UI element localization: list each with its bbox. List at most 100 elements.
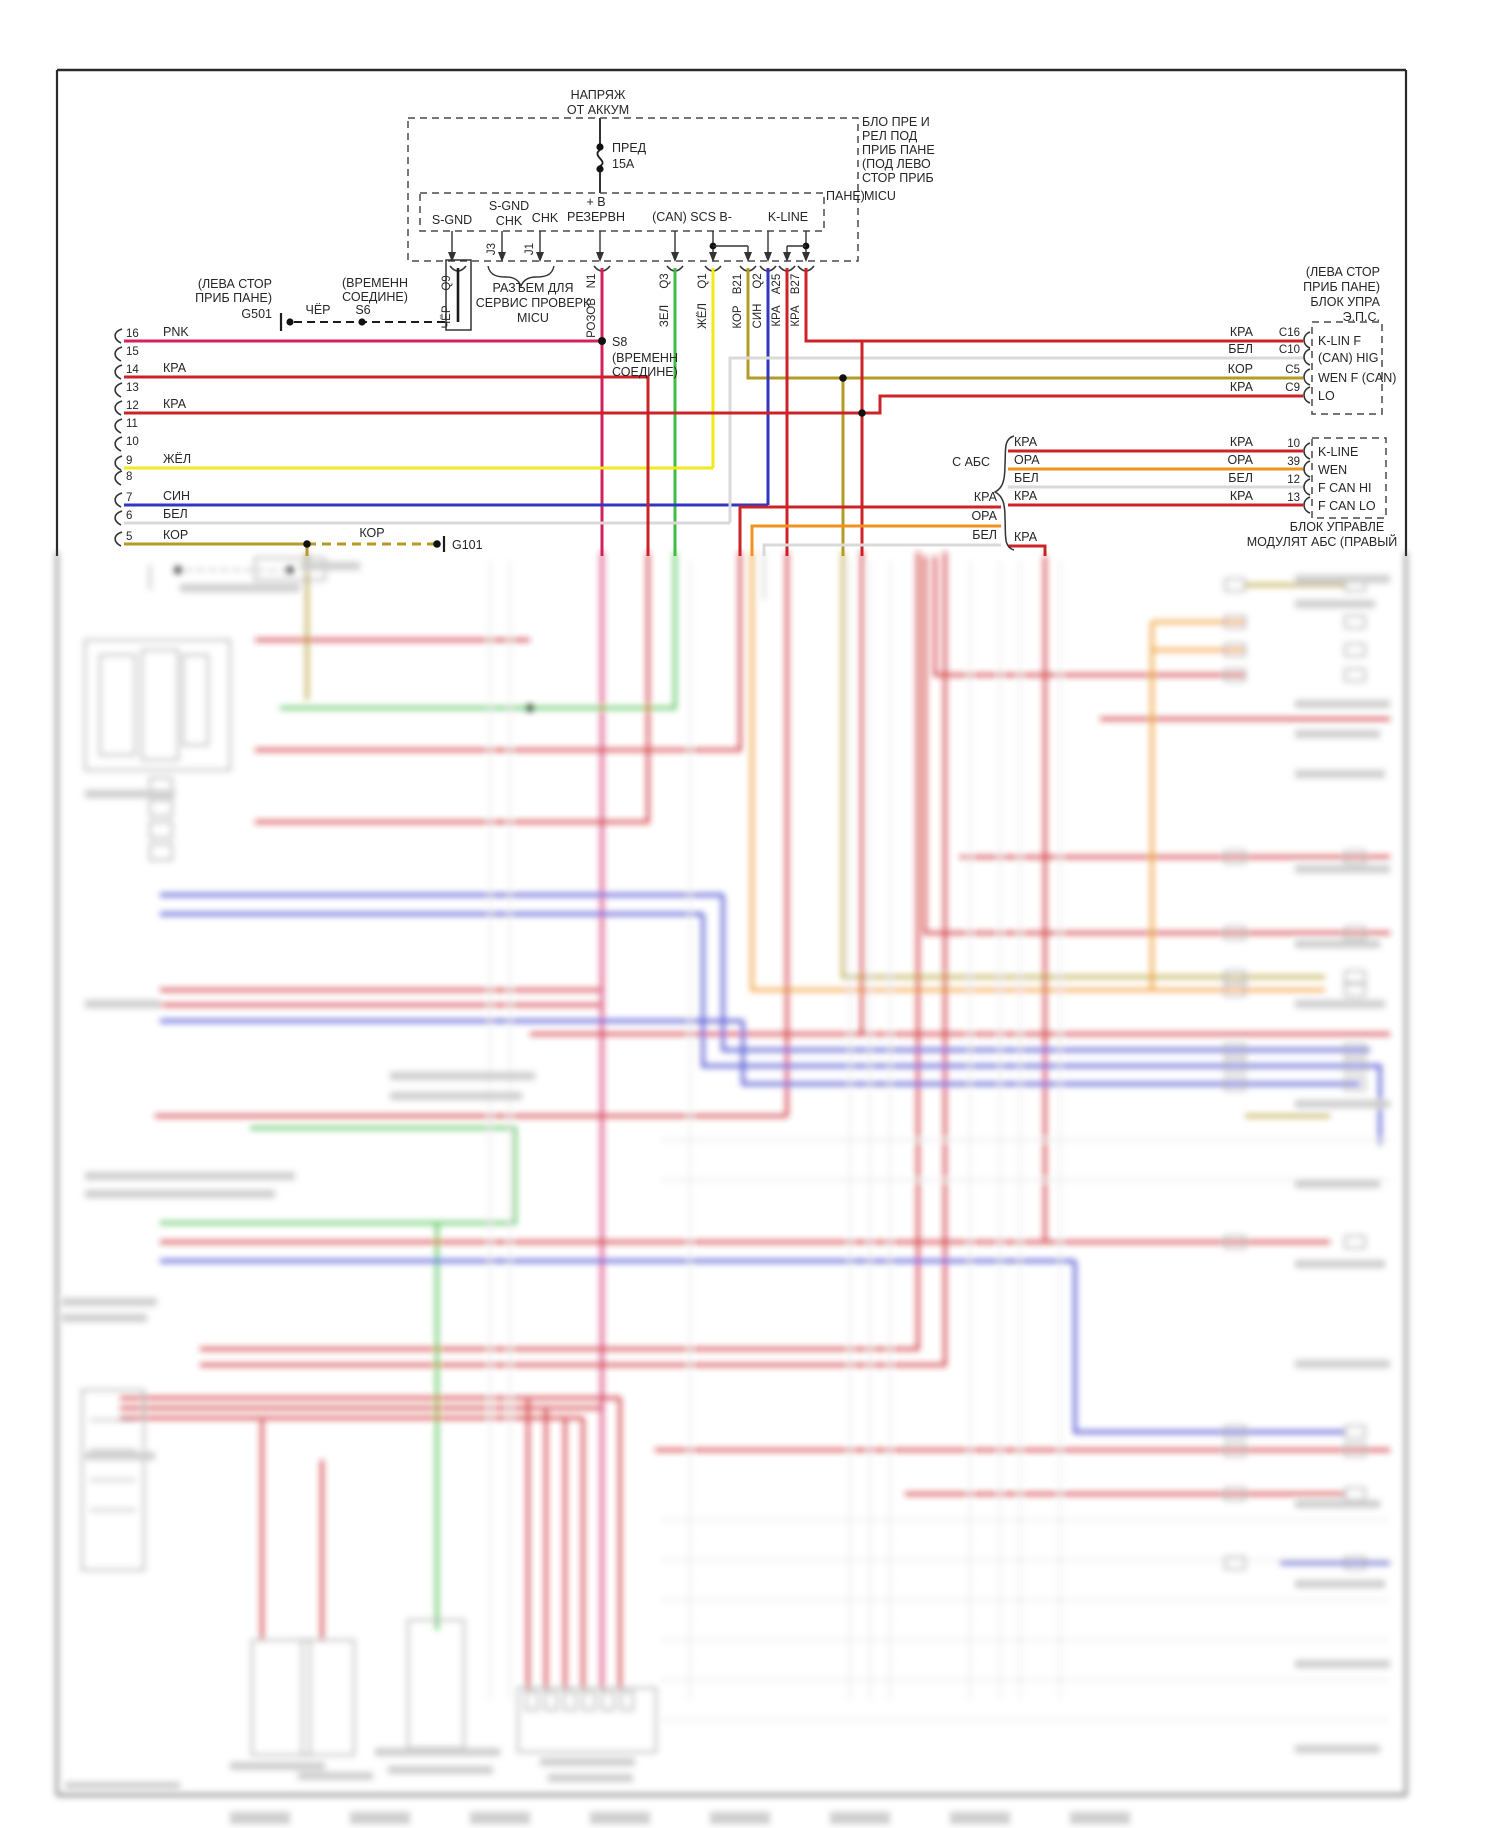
svg-text:(ЛЕВА СТОР: (ЛЕВА СТОР [198,277,272,291]
svg-text:+ В: + В [586,195,605,209]
fuse-name: ПРЕД [612,141,647,155]
svg-text:РОЗОВ: РОЗОВ [586,298,598,338]
svg-text:PNK: PNK [163,325,189,339]
svg-text:ЧЁР: ЧЁР [441,305,453,328]
svg-text:БЛО ПРЕ И: БЛО ПРЕ И [862,115,930,129]
brace-service-check [487,265,555,288]
svg-text:K-LIN F: K-LIN F [1318,334,1361,348]
svg-text:РАЗЪЕМ ДЛЯ: РАЗЪЕМ ДЛЯ [492,281,573,295]
svg-text:CHK: CHK [496,214,523,228]
svg-text:(ВРЕМЕНН: (ВРЕМЕНН [342,276,408,290]
svg-text:БЕЛ: БЕЛ [1228,471,1253,485]
svg-text:12: 12 [126,400,139,412]
svg-text:КРА: КРА [974,490,998,504]
svg-text:ПАНЕ): ПАНЕ) [826,189,865,203]
eps-block: (ЛЕВА СТОР ПРИБ ПАНЕ) БЛОК УПРА Э.П.С. C… [1228,265,1396,415]
svg-text:C9: C9 [1285,382,1300,394]
svg-text:КОР: КОР [1228,362,1253,376]
svg-text:(ВРЕМЕНН: (ВРЕМЕНН [612,351,678,365]
svg-text:A25: A25 [771,274,783,294]
svg-text:CHK: CHK [532,211,559,225]
svg-text:Q1: Q1 [697,273,709,288]
svg-text:КОР: КОР [163,528,188,542]
svg-text:C10: C10 [1279,344,1300,356]
svg-text:Q2: Q2 [752,273,764,288]
top-wire-labels: Q9 ЧЁР N1 РОЗОВ Q3 ЗЕЛ Q1 ЖЁЛ B21 КОР Q2… [441,273,802,338]
s6-label: S6 [355,303,370,317]
abs-block: С АБС КРА ОРА БЕЛ КРА ОРА БЕЛ КРА КРА КР… [952,435,1398,551]
svg-text:КРА: КРА [163,361,187,375]
svg-text:СИН: СИН [163,489,190,503]
brace-abs [993,435,1015,551]
pin-j3: J3 [486,243,498,255]
wires-sharp [124,268,1303,556]
svg-text:5: 5 [126,531,132,543]
svg-text:ЖЁЛ: ЖЁЛ [697,303,709,329]
svg-text:РЕЗЕРВН: РЕЗЕРВН [567,210,625,224]
wire-kor-b21 [746,268,1303,380]
svg-text:СИН: СИН [752,304,764,329]
svg-text:14: 14 [126,364,139,376]
wire-kra-b27 [804,268,1303,343]
svg-text:КРА: КРА [771,305,783,327]
with-abs-label: С АБС [952,455,990,469]
svg-text:Q9: Q9 [441,275,453,290]
svg-text:(CAN) HIG: (CAN) HIG [1318,351,1378,365]
svg-text:СОЕДИНЕ): СОЕДИНЕ) [612,365,678,379]
svg-text:K-LINE: K-LINE [1318,445,1358,459]
svg-text:КРА: КРА [1014,489,1038,503]
wire-kra-abs-extra [1008,544,1047,556]
micu-output-arrows: J3 J1 [448,231,810,288]
svg-text:12: 12 [1287,474,1300,486]
svg-text:(ПОД ЛЕВО: (ПОД ЛЕВО [862,157,931,171]
left-connector: 16 15 14 13 12 11 10 9 8 7 6 5 PNK КРА К… [114,325,191,547]
svg-text:15: 15 [126,346,139,358]
svg-text:ЖЁЛ: ЖЁЛ [163,452,191,466]
wire-kra-row14 [124,375,650,556]
svg-text:10: 10 [1287,438,1300,450]
junction-dots [303,337,866,548]
page-frame [55,68,1408,556]
svg-text:БЛОК УПРАВЛЕ: БЛОК УПРАВЛЕ [1290,520,1384,534]
svg-text:16: 16 [126,328,139,340]
s8-joint: S8 (ВРЕМЕНН СОЕДИНЕ) [612,335,678,379]
svg-text:ПРИБ ПАНЕ: ПРИБ ПАНЕ [862,143,935,157]
svg-text:WEN: WEN [1318,463,1347,477]
svg-text:(CAN) SCS B-: (CAN) SCS B- [652,210,732,224]
svg-text:B27: B27 [790,274,802,294]
wire-kra-abs-left [738,505,1001,556]
svg-text:ЗЕЛ: ЗЕЛ [659,305,671,327]
svg-text:10: 10 [126,436,139,448]
svg-text:ОТ АККУМ: ОТ АККУМ [567,103,629,117]
g101-label: G101 [452,538,483,552]
fuse-rating: 15A [612,157,635,171]
svg-text:ОРА: ОРА [971,509,997,523]
svg-text:MICU: MICU [517,311,549,325]
svg-text:N1: N1 [586,274,598,289]
svg-text:LO: LO [1318,389,1335,403]
svg-text:КРА: КРА [790,305,802,327]
svg-text:ЧЁР: ЧЁР [305,303,330,317]
svg-text:БЕЛ: БЕЛ [1014,471,1039,485]
svg-text:КРА: КРА [163,397,187,411]
micu-fusebox: БЛО ПРЕ И РЕЛ ПОД ПРИБ ПАНЕ (ПОД ЛЕВО СТ… [407,115,935,262]
svg-text:Э.П.С.: Э.П.С. [1343,310,1380,324]
fuse-icon [596,149,604,167]
svg-text:Q3: Q3 [659,273,671,288]
svg-text:БЕЛ: БЕЛ [163,507,188,521]
svg-text:ПРИБ ПАНЕ): ПРИБ ПАНЕ) [1303,280,1380,294]
svg-text:S-GND: S-GND [432,213,472,227]
g501-s6-jumper: (ЛЕВА СТОР ПРИБ ПАНЕ) G501 (ВРЕМЕНН СОЕД… [195,268,460,331]
svg-text:MICU: MICU [864,189,896,203]
svg-text:КРА: КРА [1230,435,1254,449]
svg-text:13: 13 [1287,492,1300,504]
svg-text:C16: C16 [1279,327,1300,339]
svg-text:S-GND: S-GND [489,199,529,213]
svg-text:6: 6 [126,510,132,522]
svg-text:КРА: КРА [1014,435,1038,449]
g101-ground: КОР G101 [359,526,483,552]
svg-text:КРА: КРА [1230,489,1254,503]
svg-text:БЕЛ: БЕЛ [972,528,997,542]
svg-text:МОДУЛЯТ АБС (ПРАВЫЙ: МОДУЛЯТ АБС (ПРАВЫЙ [1247,534,1398,549]
svg-text:11: 11 [126,418,138,430]
